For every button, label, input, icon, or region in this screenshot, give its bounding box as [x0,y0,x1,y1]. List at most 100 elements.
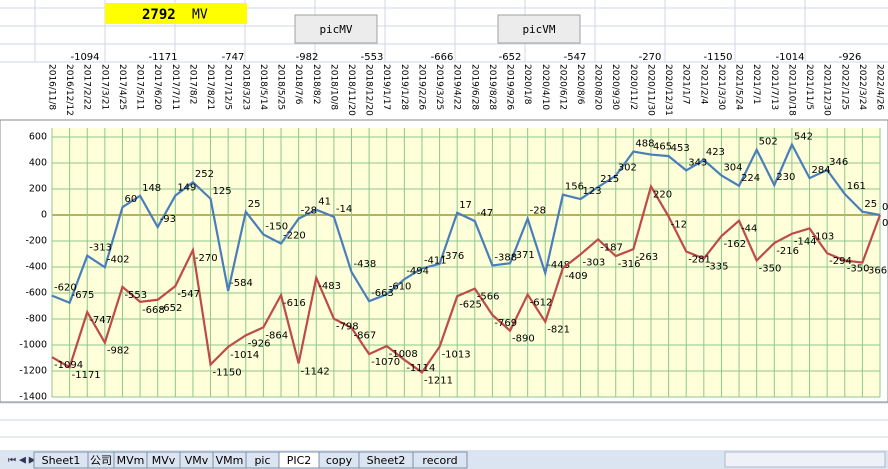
data-label: 0 [882,218,888,229]
y-tick-label: -1200 [19,366,47,377]
data-label: 125 [213,186,232,197]
data-label: -616 [283,298,306,309]
sheet-tab-label: VMv [185,454,209,467]
data-label: -409 [565,271,588,282]
data-label: -350 [759,264,782,275]
button[interactable]: picVM [497,14,581,44]
x-tick-label: 2018/10/8 [328,64,338,110]
data-label: 220 [653,189,672,200]
data-label: 302 [618,163,637,174]
data-label: -1014 [230,350,259,361]
highlight-cell [105,3,247,24]
data-label: -747 [89,315,112,326]
data-label: -316 [618,259,641,270]
data-label: -1171 [72,370,101,381]
data-label: -220 [283,231,306,242]
x-tick-label: 2018/8/2 [311,64,321,104]
data-label: -769 [494,318,517,329]
cell-text: -1014 [775,52,804,63]
data-label: -625 [459,299,482,310]
data-label: -187 [600,242,623,253]
x-tick-label: 2018/5/25 [276,64,286,110]
data-label: 148 [142,183,161,194]
x-tick-label: 2019/1/17 [381,64,391,110]
x-tick-label: 2021/1/7 [681,64,691,104]
data-label: 502 [759,137,778,148]
data-label: -438 [353,259,376,270]
data-label: -281 [688,255,711,266]
data-label: 230 [776,172,795,183]
series-line [51,141,881,305]
y-tick-label: -1400 [19,392,47,403]
sheet-tab-label: pic [254,454,270,467]
sheet-tab-label: record [422,454,457,467]
sheet-tab-label: 公司 [90,454,112,467]
x-tick-label: 2016/12/12 [64,64,74,116]
x-tick-label: 2022/1/25 [839,64,849,110]
data-label: -675 [72,290,95,301]
data-label: -448 [547,260,570,271]
data-label: 465 [653,142,672,153]
data-label: -162 [723,239,746,250]
data-label: -294 [829,256,852,267]
data-label: 149 [177,183,196,194]
sheet-tab-label: PIC2 [287,454,312,467]
x-tick-label: 2017/2/22 [82,64,92,110]
x-tick-label: 2020/11/2 [628,64,638,110]
data-label: -663 [371,288,394,299]
data-label: -1150 [213,368,242,379]
data-label: -566 [477,292,500,303]
button[interactable]: picMV [294,14,378,44]
data-label: 161 [847,181,866,192]
x-tick-label: 2021/3/30 [716,64,726,110]
data-label: -12 [671,220,687,231]
cell-text: -666 [431,52,454,63]
data-label: -371 [512,250,535,261]
x-tick-label: 2021/7/1 [751,64,761,104]
data-label: 60 [124,194,137,205]
cell-unit: MV [192,8,208,23]
cell-text: -1150 [703,52,732,63]
data-label: -1013 [442,350,471,361]
data-label: 156 [565,182,584,193]
data-label: -350 [847,264,870,275]
data-label: 224 [741,173,760,184]
cell-text: -982 [296,52,319,63]
x-tick-label: 2019/1/28 [399,64,409,110]
x-tick-label: 2020/8/6 [575,64,585,105]
data-label: -402 [107,254,130,265]
x-tick-label: 2020/4/10 [540,64,550,110]
cell-grid [0,0,888,438]
y-tick-label: 600 [29,132,47,143]
sheet-tab-label: Sheet1 [42,454,81,467]
data-label: -1114 [406,363,435,374]
data-label: -620 [54,283,77,294]
x-tick-label: 2019/8/28 [487,64,497,110]
data-label: -652 [160,303,183,314]
data-label: -668 [142,305,165,316]
x-tick-label: 2017/7/11 [170,64,180,110]
data-label: -553 [124,290,147,301]
x-tick-label: 2019/9/26 [505,64,515,110]
data-label: -411 [424,255,447,266]
x-tick-label: 2021/10/18 [786,64,796,116]
x-tick-label: 2017/5/11 [135,64,145,110]
data-label: -494 [406,266,429,277]
x-tick-label: 2021/2/4 [698,64,708,105]
x-tick-label: 2019/2/26 [416,64,426,110]
data-label: 453 [671,143,690,154]
nav-arrows[interactable]: ⏮ ◀ ▶ ⏭ [8,456,47,466]
x-tick-label: 2020/1/8 [522,64,532,105]
data-label: -270 [195,253,218,264]
data-label: 284 [812,165,831,176]
x-tick-label: 2020/11/30 [645,64,655,116]
sheet-tab[interactable] [412,451,468,469]
data-label: -821 [547,325,570,336]
cell-value: 2792 [142,7,176,23]
scrollbar[interactable] [724,451,886,468]
data-label: -388 [494,252,517,263]
x-tick-label: 2019/6/28 [469,64,479,110]
data-label: -44 [741,224,757,235]
data-label: -584 [230,278,253,289]
x-tick-label: 2017/8/21 [205,64,215,110]
